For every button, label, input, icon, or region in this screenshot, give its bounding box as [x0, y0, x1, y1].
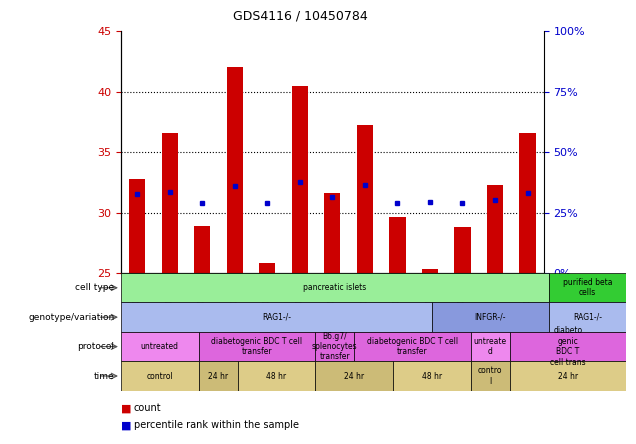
Bar: [389, 218, 406, 273]
Bar: [432, 302, 549, 332]
Bar: [471, 332, 510, 361]
Text: 24 hr: 24 hr: [558, 372, 578, 381]
Bar: [121, 361, 198, 391]
Bar: [510, 361, 626, 391]
Text: diabetogenic BDC T cell
transfer: diabetogenic BDC T cell transfer: [367, 337, 458, 356]
Bar: [121, 332, 198, 361]
Text: percentile rank within the sample: percentile rank within the sample: [134, 420, 298, 430]
Text: RAG1-/-: RAG1-/-: [262, 313, 291, 322]
Text: untreated: untreated: [141, 342, 179, 351]
Text: control: control: [146, 372, 173, 381]
Text: 48 hr: 48 hr: [266, 372, 286, 381]
Text: contro
l: contro l: [478, 366, 502, 386]
Bar: [237, 361, 315, 391]
Text: 48 hr: 48 hr: [422, 372, 442, 381]
Text: 24 hr: 24 hr: [208, 372, 228, 381]
Bar: [393, 361, 471, 391]
Text: ■: ■: [121, 420, 132, 430]
Bar: [162, 133, 178, 273]
Bar: [324, 193, 340, 273]
Bar: [292, 86, 308, 273]
Bar: [198, 332, 315, 361]
Bar: [520, 133, 536, 273]
Text: diabeto
genic
BDC T
cell trans: diabeto genic BDC T cell trans: [550, 326, 586, 367]
Bar: [422, 270, 438, 273]
Bar: [315, 361, 393, 391]
Bar: [549, 302, 626, 332]
Bar: [454, 227, 471, 273]
Text: diabetogenic BDC T cell
transfer: diabetogenic BDC T cell transfer: [211, 337, 303, 356]
Text: RAG1-/-: RAG1-/-: [573, 313, 602, 322]
Text: GDS4116 / 10450784: GDS4116 / 10450784: [233, 9, 368, 22]
Text: count: count: [134, 404, 161, 413]
Bar: [357, 126, 373, 273]
Text: cell type: cell type: [75, 283, 114, 292]
Bar: [198, 361, 237, 391]
Bar: [194, 226, 211, 273]
Bar: [121, 302, 432, 332]
Bar: [315, 332, 354, 361]
Bar: [549, 273, 626, 302]
Text: pancreatic islets: pancreatic islets: [303, 283, 366, 292]
Text: 24 hr: 24 hr: [344, 372, 364, 381]
Text: genotype/variation: genotype/variation: [28, 313, 114, 322]
Text: INFGR-/-: INFGR-/-: [474, 313, 506, 322]
Text: protocol: protocol: [78, 342, 114, 351]
Bar: [129, 178, 145, 273]
Bar: [226, 67, 243, 273]
Bar: [259, 263, 275, 273]
Bar: [510, 332, 626, 361]
Text: time: time: [94, 372, 114, 381]
Text: purified beta
cells: purified beta cells: [563, 278, 612, 297]
Bar: [471, 361, 510, 391]
Bar: [354, 332, 471, 361]
Text: ■: ■: [121, 404, 132, 413]
Text: untreate
d: untreate d: [474, 337, 507, 356]
Text: B6.g7/
splenocytes
transfer: B6.g7/ splenocytes transfer: [312, 332, 357, 361]
Bar: [487, 185, 503, 273]
Bar: [121, 273, 549, 302]
